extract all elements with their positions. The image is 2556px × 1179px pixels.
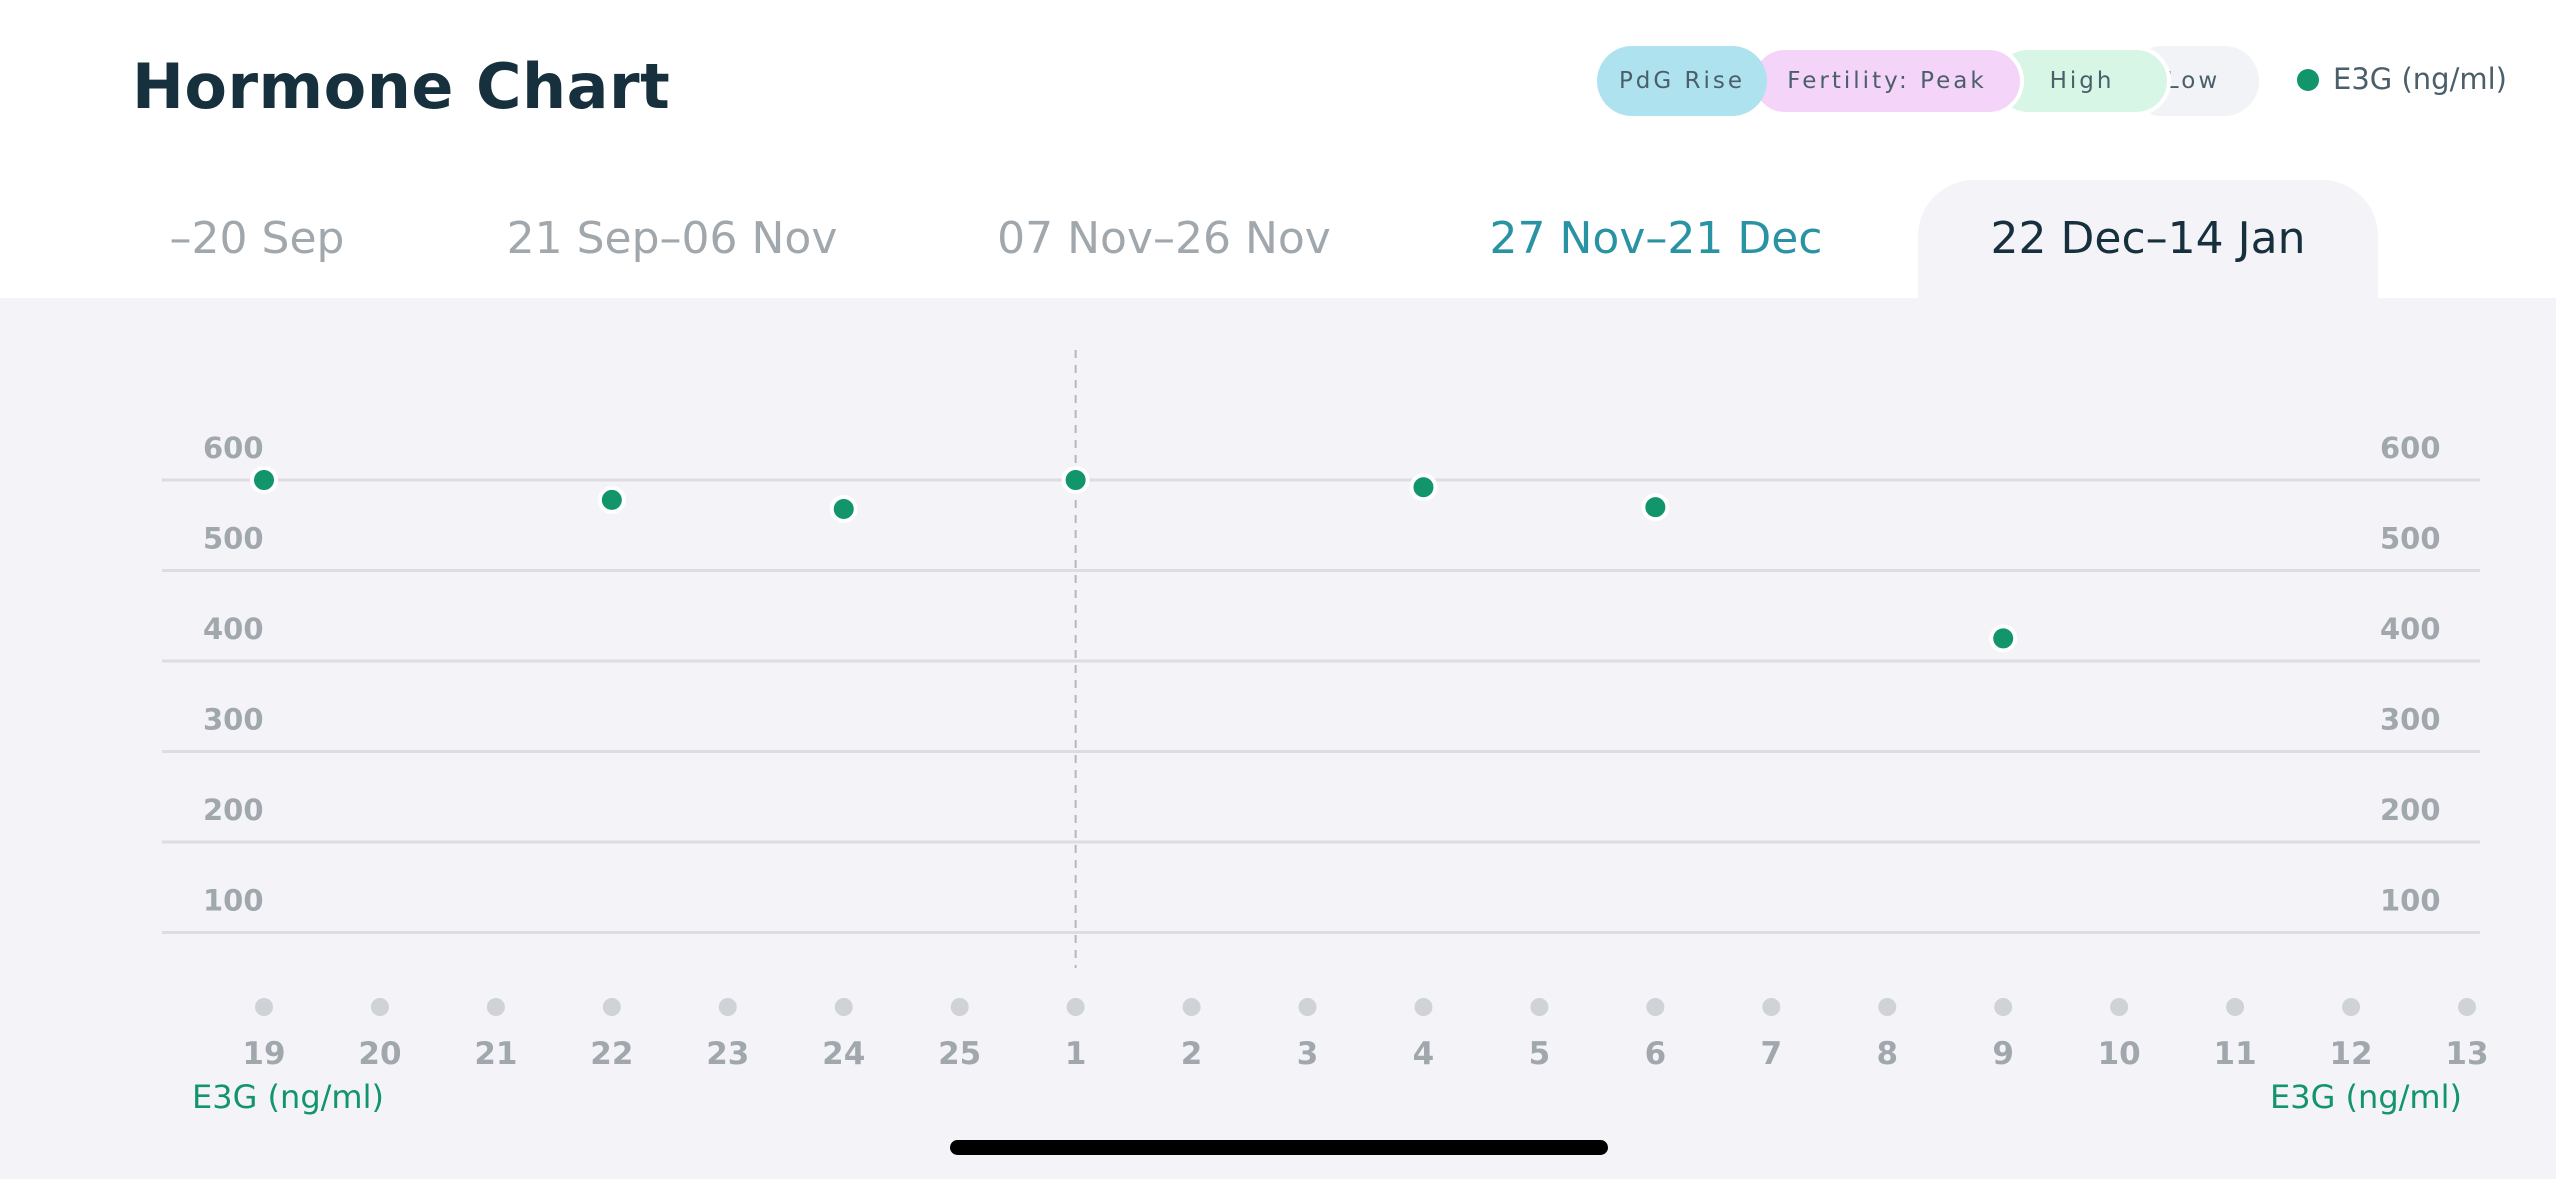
x-axis-day-dot [1994, 998, 2013, 1016]
legend-high-pill: High [1993, 46, 2171, 116]
x-tick-label: 9 [1992, 1036, 2014, 1072]
x-tick-label: 8 [1876, 1036, 1898, 1072]
x-axis-day-dot [2342, 998, 2361, 1016]
x-axis-day-dot [1878, 998, 1897, 1016]
x-axis-day-dot [2226, 998, 2245, 1016]
y-tick-label-right: 400 [2380, 612, 2441, 646]
y-tick-label-right: 300 [2380, 703, 2441, 737]
x-tick-label: 11 [2214, 1036, 2257, 1072]
right-axis-title: E3G (ng/ml) [2270, 1078, 2462, 1116]
y-tick-label-right: 200 [2380, 793, 2441, 827]
x-axis-day-dot [486, 998, 505, 1016]
x-axis-day-dot [834, 998, 853, 1016]
y-tick-label-right: 500 [2380, 522, 2441, 556]
data-point [829, 494, 858, 523]
x-tick-label: 21 [474, 1036, 517, 1072]
x-tick-label: 12 [2329, 1036, 2372, 1072]
data-point [1061, 466, 1090, 494]
x-tick-label: 25 [938, 1036, 981, 1072]
legend-pdg-rise-pill: PdG Rise [1597, 46, 1767, 116]
y-tick-label-left: 500 [203, 522, 264, 556]
x-tick-label: 24 [822, 1036, 865, 1072]
legend-peak-pill: Fertility: Peak [1750, 46, 2024, 116]
tab-range-3[interactable]: 07 Nov–26 Nov [997, 213, 1331, 264]
x-tick-label: 2 [1181, 1036, 1203, 1072]
home-indicator[interactable] [950, 1140, 1608, 1155]
y-tick-label-left: 200 [203, 793, 264, 827]
series-legend-label: E3G (ng/ml) [2333, 62, 2507, 96]
y-tick-label-right: 100 [2380, 884, 2441, 918]
x-tick-label: 10 [2098, 1036, 2141, 1072]
x-axis-day-dot [718, 998, 737, 1016]
left-axis-title: E3G (ng/ml) [192, 1078, 384, 1116]
tab-range-1[interactable]: –20 Sep [169, 213, 345, 264]
y-tick-label-right: 600 [2380, 431, 2441, 465]
y-tick-label-left: 300 [203, 703, 264, 737]
x-tick-label: 20 [358, 1036, 401, 1072]
x-tick-label: 5 [1529, 1036, 1551, 1072]
x-axis-day-dot [1530, 998, 1549, 1016]
x-axis-day-dot [2110, 998, 2129, 1016]
x-tick-label: 22 [590, 1036, 633, 1072]
x-tick-label: 23 [706, 1036, 749, 1072]
data-point [597, 485, 626, 514]
x-axis-day-dot [950, 998, 969, 1016]
y-tick-label-left: 100 [203, 884, 264, 918]
x-axis-day-dot [602, 998, 621, 1016]
x-axis-day-dot [1298, 998, 1317, 1016]
x-axis-day-dot [255, 998, 273, 1016]
x-tick-label: 7 [1761, 1036, 1783, 1072]
y-tick-label-left: 400 [203, 612, 264, 646]
page-title: Hormone Chart [132, 50, 671, 123]
x-axis-day-dot [1414, 998, 1433, 1016]
tab-range-5[interactable]: 22 Dec–14 Jan [1918, 180, 2378, 298]
x-axis-day-dot [1646, 998, 1665, 1016]
x-tick-label: 13 [2445, 1036, 2488, 1072]
tab-range-4[interactable]: 27 Nov–21 Dec [1489, 213, 1823, 264]
x-tick-label: 6 [1645, 1036, 1667, 1072]
x-tick-label: 4 [1413, 1036, 1435, 1072]
x-axis-day-dot [1762, 998, 1781, 1016]
x-tick-label: 19 [242, 1036, 285, 1072]
x-axis-day-dot [1182, 998, 1201, 1016]
x-axis-day-dot [370, 998, 389, 1016]
x-axis-day-dot [1066, 998, 1085, 1016]
data-point [250, 466, 278, 494]
chart-area [0, 298, 2556, 1179]
x-axis-day-dot [2458, 998, 2476, 1016]
tab-range-2[interactable]: 21 Sep–06 Nov [506, 213, 838, 264]
series-dot-icon [2297, 69, 2319, 91]
data-point [1409, 473, 1438, 502]
data-point [1989, 624, 2018, 653]
date-range-tabs: –20 Sep 21 Sep–06 Nov 07 Nov–26 Nov 27 N… [0, 180, 2556, 298]
x-tick-label: 1 [1065, 1036, 1087, 1072]
data-point [1641, 493, 1670, 522]
y-tick-label-left: 600 [203, 431, 264, 465]
x-tick-label: 3 [1297, 1036, 1319, 1072]
